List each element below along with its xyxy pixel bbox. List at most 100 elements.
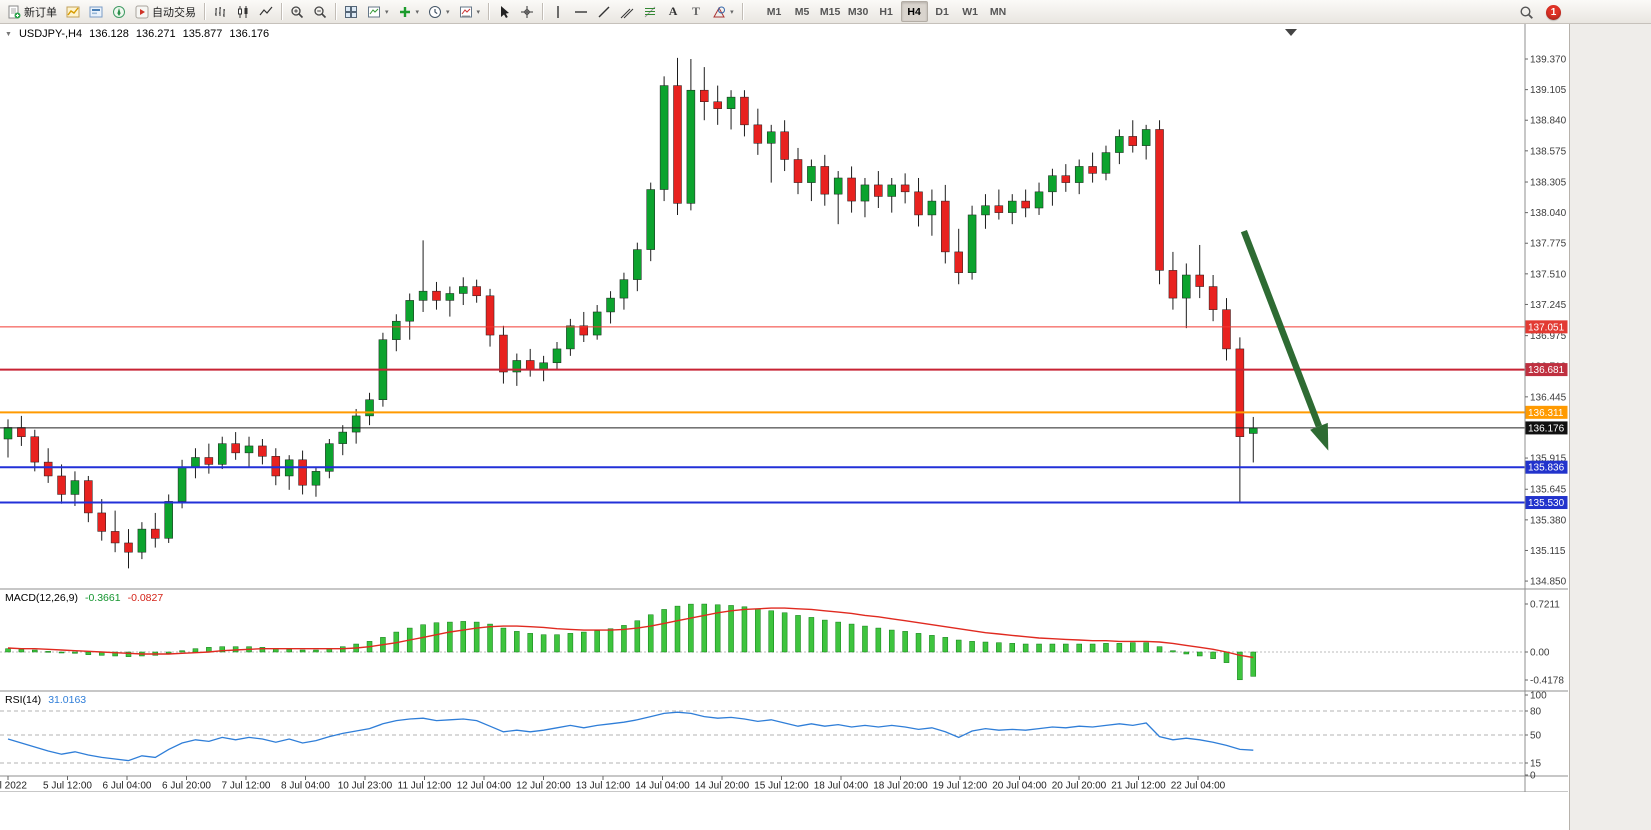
market-watch-button[interactable] (62, 1, 84, 22)
chevron-down-icon: ▾ (476, 8, 481, 16)
timeframe-button-d1[interactable]: D1 (929, 1, 956, 22)
tile-windows-button[interactable] (340, 1, 362, 22)
quote-low: 135.877 (182, 28, 223, 40)
svg-text:135.115: 135.115 (1530, 546, 1566, 557)
rsi-indicator-label: RSI(14) 31.0163 (5, 694, 86, 706)
candlestick-series (3, 57, 1258, 569)
bar-chart-button[interactable] (209, 1, 231, 22)
indicators-button[interactable]: ▾ (394, 1, 424, 22)
timeframe-button-h4[interactable]: H4 (900, 1, 928, 22)
macd-name: MACD(12,26,9) (5, 592, 78, 604)
svg-text:139.105: 139.105 (1530, 85, 1567, 96)
svg-text:14 Jul 04:00: 14 Jul 04:00 (635, 781, 690, 792)
svg-text:137.051: 137.051 (1528, 322, 1565, 333)
clock-icon (429, 5, 442, 18)
arrows-button[interactable]: ▾ (708, 1, 738, 22)
svg-text:12 Jul 20:00: 12 Jul 20:00 (516, 781, 571, 792)
auto-trading-label: 自动交易 (152, 6, 196, 19)
periods-button[interactable]: ▾ (424, 1, 454, 22)
candlestick-chart-icon (238, 5, 248, 18)
price-chart[interactable]: 139.370 139.105 138.840 138.575 138.305 138.0… (0, 24, 1568, 792)
timeframe-button-m1[interactable]: M1 (761, 1, 788, 22)
chevron-down-icon: ▼ (5, 30, 12, 38)
svg-text:11 Jul 12:00: 11 Jul 12:00 (398, 781, 452, 792)
price-axis[interactable]: 139.370 139.105 138.840 138.575 138.305 138.0… (1525, 55, 1568, 588)
quote-open: 136.128 (89, 28, 129, 40)
toolbar-separator (281, 3, 282, 20)
notification-badge[interactable]: 1 (1546, 4, 1561, 20)
svg-text:5 Jul 12:00: 5 Jul 12:00 (43, 781, 92, 792)
svg-text:18 Jul 04:00: 18 Jul 04:00 (814, 781, 869, 792)
cursor-button[interactable] (493, 1, 515, 22)
toolbar-separator (204, 3, 205, 20)
crosshair-button[interactable] (516, 1, 538, 22)
macd-indicator-label: MACD(12,26,9) -0.3661 -0.0827 (5, 592, 163, 604)
timeframe-button-m5[interactable]: M5 (789, 1, 816, 22)
horizontal-line-icon (575, 10, 588, 13)
symbol-period-label: USDJPY-,H4 (18, 28, 83, 40)
svg-text:14 Jul 20:00: 14 Jul 20:00 (695, 781, 750, 792)
svg-text:138.305: 138.305 (1530, 178, 1567, 189)
template-icon (459, 6, 472, 17)
toolbar-separator (335, 3, 336, 20)
data-window-icon (89, 6, 103, 17)
shapes-icon (713, 6, 726, 17)
cursor-icon (501, 5, 510, 18)
macd-panel: 0.7211 0.00 -0.4178 (0, 600, 1564, 687)
time-axis[interactable]: Jul 2022 5 Jul 12:00 6 Jul 04:00 6 Jul 20:0… (0, 776, 1226, 792)
svg-text:100: 100 (1530, 691, 1547, 702)
new-chart-button[interactable]: ▾ (363, 1, 393, 22)
svg-text:7 Jul 12:00: 7 Jul 12:00 (222, 781, 271, 792)
new-order-icon (8, 5, 21, 18)
trendline-icon (598, 6, 610, 17)
zoom-in-button[interactable] (286, 1, 308, 22)
zoom-out-icon (314, 5, 327, 18)
zoom-out-button[interactable] (309, 1, 331, 22)
svg-text:18 Jul 20:00: 18 Jul 20:00 (873, 781, 928, 792)
timeframe-button-mn[interactable]: MN (985, 1, 1012, 22)
chart-shift-marker[interactable] (1285, 29, 1297, 36)
fibonacci-button[interactable] (639, 1, 661, 22)
new-order-button[interactable]: 新订单 (3, 1, 61, 22)
svg-text:12 Jul 04:00: 12 Jul 04:00 (457, 781, 512, 792)
svg-text:22 Jul 04:00: 22 Jul 04:00 (1171, 781, 1226, 792)
svg-text:50: 50 (1530, 731, 1542, 742)
macd-signal-value: -0.0827 (127, 592, 164, 604)
search-button[interactable] (1515, 2, 1538, 23)
svg-text:138.575: 138.575 (1530, 146, 1567, 157)
auto-trading-button[interactable]: 自动交易 (131, 1, 200, 22)
chevron-down-icon: ▾ (446, 8, 450, 16)
chevron-down-icon: ▾ (415, 8, 420, 16)
candlestick-chart-button[interactable] (232, 1, 254, 22)
svg-text:136.681: 136.681 (1528, 365, 1565, 376)
vertical-line-button[interactable] (547, 1, 569, 22)
trendline-button[interactable] (593, 1, 615, 22)
svg-text:10 Jul 23:00: 10 Jul 23:00 (338, 781, 393, 792)
data-window-button[interactable] (85, 1, 107, 22)
timeframe-button-m15[interactable]: M15 (817, 1, 844, 22)
auto-trading-icon (135, 5, 149, 18)
svg-text:-0.4178: -0.4178 (1530, 676, 1564, 687)
line-chart-button[interactable] (255, 1, 277, 22)
equidistant-channel-button[interactable] (616, 1, 638, 22)
text-button[interactable]: A (662, 1, 684, 22)
trend-arrow[interactable] (1240, 229, 1329, 451)
timeframe-button-w1[interactable]: W1 (957, 1, 984, 22)
svg-text:135.380: 135.380 (1530, 515, 1567, 526)
svg-text:137.510: 137.510 (1530, 269, 1567, 280)
toolbar-right: 1 (1515, 0, 1561, 24)
text-label-button[interactable]: T (685, 1, 707, 22)
vertical-line-icon (557, 5, 559, 18)
timeframe-button-h1[interactable]: H1 (873, 1, 900, 22)
macd-main-value: -0.3661 (84, 592, 121, 604)
templates-button[interactable]: ▾ (455, 1, 485, 22)
svg-text:136.975: 136.975 (1530, 331, 1567, 342)
chart-stage: 139.370 139.105 138.840 138.575 138.305 138.0… (0, 24, 1651, 830)
line-chart-icon (259, 6, 273, 15)
right-panel-area (1569, 24, 1651, 830)
navigator-button[interactable] (108, 1, 130, 22)
horizontal-line-button[interactable] (570, 1, 592, 22)
svg-text:8 Jul 04:00: 8 Jul 04:00 (281, 781, 330, 792)
timeframe-button-m30[interactable]: M30 (845, 1, 872, 22)
bar-chart-icon (215, 6, 225, 17)
